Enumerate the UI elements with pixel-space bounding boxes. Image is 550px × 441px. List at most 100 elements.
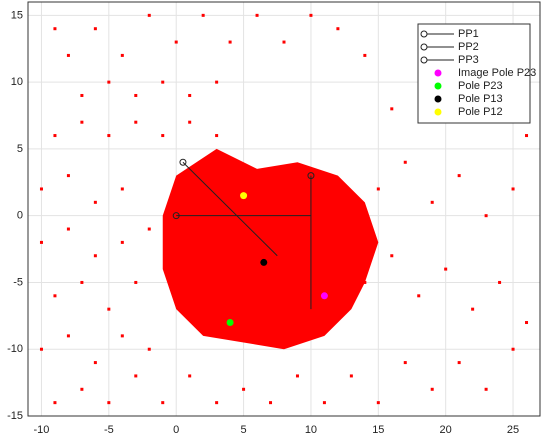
red-dot — [403, 361, 407, 365]
red-dot — [484, 387, 488, 391]
pole — [260, 258, 268, 266]
legend-label: Pole P13 — [458, 93, 503, 105]
red-dot — [147, 13, 151, 17]
linkage-joint — [179, 158, 187, 166]
legend-marker — [434, 82, 442, 90]
legend-label: PP2 — [458, 41, 479, 53]
red-dot — [107, 307, 111, 311]
y-tick-label: 0 — [17, 210, 23, 222]
red-dot — [188, 93, 192, 97]
y-tick-label: -10 — [7, 343, 23, 355]
legend-marker — [434, 95, 442, 103]
red-dot — [336, 27, 340, 31]
red-dot — [390, 107, 394, 111]
x-tick-label: 5 — [241, 424, 247, 436]
x-tick-label: 15 — [372, 424, 384, 436]
red-dot — [215, 80, 219, 84]
red-dot — [134, 374, 138, 378]
red-dot — [295, 374, 299, 378]
legend-marker — [420, 30, 428, 38]
red-dot — [403, 160, 407, 164]
red-dot — [80, 93, 84, 97]
red-dot — [66, 334, 70, 338]
red-dot — [471, 307, 475, 311]
red-dot — [511, 187, 515, 191]
linkage-line — [182, 161, 278, 257]
red-dot — [147, 347, 151, 351]
red-dot — [363, 280, 367, 284]
red-dot — [39, 240, 43, 244]
red-dot — [349, 374, 353, 378]
legend-label: PP3 — [458, 54, 479, 66]
red-dot — [161, 80, 165, 84]
red-dot — [134, 120, 138, 124]
red-dot — [134, 93, 138, 97]
x-tick-label: 0 — [173, 424, 179, 436]
red-dot — [120, 240, 124, 244]
y-tick-label: 10 — [11, 76, 23, 88]
red-dot — [93, 361, 97, 365]
red-dot — [53, 134, 57, 138]
red-dot — [107, 134, 111, 138]
red-dot — [242, 387, 246, 391]
legend-label: Image Pole P23 — [458, 67, 536, 79]
legend-marker — [434, 108, 442, 116]
red-dot — [53, 294, 57, 298]
red-dot — [215, 401, 219, 405]
red-dot — [390, 254, 394, 258]
red-dot — [269, 401, 273, 405]
red-dot — [39, 187, 43, 191]
red-dot — [228, 40, 232, 44]
legend-label: Pole P12 — [458, 106, 503, 118]
legend-marker — [420, 56, 428, 64]
red-dot — [93, 27, 97, 31]
red-dot — [80, 280, 84, 284]
red-dot — [511, 347, 515, 351]
red-dot — [93, 200, 97, 204]
red-dot — [39, 347, 43, 351]
red-dot — [120, 53, 124, 57]
red-dot — [417, 294, 421, 298]
red-dot — [66, 227, 70, 231]
red-dot — [93, 254, 97, 258]
red-dot — [376, 187, 380, 191]
red-dot — [188, 120, 192, 124]
x-tick-label: 20 — [440, 424, 452, 436]
red-dot — [525, 321, 529, 325]
red-dot — [188, 374, 192, 378]
red-dot — [120, 334, 124, 338]
red-dot — [484, 214, 488, 218]
red-dot — [66, 174, 70, 178]
y-tick-label: -5 — [13, 276, 23, 288]
legend-marker — [420, 43, 428, 51]
red-dot — [53, 401, 57, 405]
red-dot — [376, 401, 380, 405]
red-dot — [444, 267, 448, 271]
linkage-joint — [307, 172, 315, 180]
red-dot — [309, 13, 313, 17]
red-dot — [161, 401, 165, 405]
y-tick-label: -15 — [7, 410, 23, 422]
x-tick-label: 10 — [305, 424, 317, 436]
red-dot — [147, 227, 151, 231]
red-dot — [107, 80, 111, 84]
red-dot — [282, 40, 286, 44]
legend-label: PP1 — [458, 28, 479, 40]
red-dot — [430, 387, 434, 391]
legend-marker — [434, 69, 442, 77]
y-tick-label: 15 — [11, 9, 23, 21]
pole — [320, 292, 328, 300]
red-dot — [80, 387, 84, 391]
red-dot — [120, 187, 124, 191]
red-dot — [201, 13, 205, 17]
red-dot — [525, 134, 529, 138]
y-tick-label: 5 — [17, 143, 23, 155]
legend-label: Pole P23 — [458, 80, 503, 92]
red-dot — [80, 120, 84, 124]
red-dot — [457, 174, 461, 178]
pole — [226, 319, 234, 327]
red-dot — [161, 134, 165, 138]
red-dot — [53, 27, 57, 31]
red-dot — [363, 53, 367, 57]
